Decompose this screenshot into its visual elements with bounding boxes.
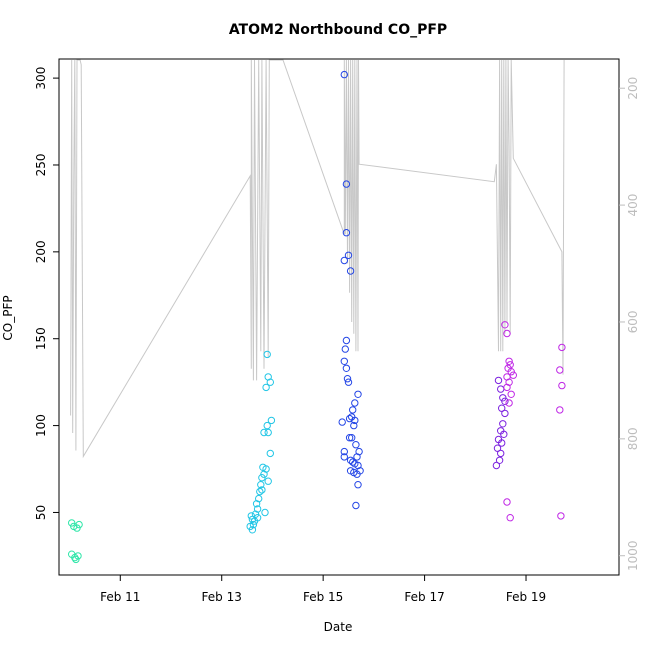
data-point: [248, 526, 257, 534]
data-point: [354, 390, 362, 398]
data-point: [261, 508, 269, 517]
data-point: [346, 267, 355, 275]
y2-tick-label: 800: [626, 427, 640, 450]
data-point: [262, 383, 270, 392]
data-point: [266, 378, 274, 386]
data-point: [348, 434, 356, 442]
data-point: [492, 461, 501, 470]
data-point: [350, 421, 358, 430]
data-point: [494, 376, 503, 385]
data-point: [349, 458, 357, 466]
data-point: [497, 385, 505, 393]
data-point: [352, 441, 360, 449]
data-point: [340, 453, 348, 461]
data-point: [501, 409, 509, 418]
data-point: [345, 434, 354, 442]
data-point: [501, 397, 509, 405]
y2-tick-label: 1000: [626, 540, 640, 571]
y-tick-label: 300: [34, 67, 48, 90]
x-tick-label: Feb 19: [506, 590, 546, 604]
data-point: [342, 364, 351, 372]
chart-title: ATOM2 Northbound CO_PFP: [229, 22, 447, 38]
data-point: [256, 487, 264, 496]
data-point: [340, 256, 348, 265]
data-point: [499, 420, 507, 428]
data-point: [267, 416, 276, 425]
data-point: [353, 453, 361, 461]
data-point: [503, 383, 511, 392]
data-point: [260, 428, 268, 437]
data-point: [558, 343, 566, 352]
data-point: [506, 514, 514, 522]
data-point: [259, 463, 267, 471]
data-point: [345, 414, 354, 423]
data-point: [342, 336, 351, 345]
data-point: [498, 439, 506, 447]
data-point: [352, 501, 360, 510]
data-point: [263, 421, 271, 430]
y2-tick-label: 400: [626, 194, 640, 217]
y2-tick-label: 200: [626, 77, 640, 100]
data-point: [257, 481, 265, 489]
data-point: [556, 406, 564, 414]
data-point: [557, 512, 565, 520]
data-point: [264, 428, 272, 437]
plot-frame: [58, 58, 620, 576]
data-point: [353, 470, 361, 478]
data-point: [558, 381, 566, 390]
y-axis-label: CO_PFP: [1, 295, 15, 340]
altitude-line: [70, 59, 565, 459]
data-point: [341, 345, 349, 353]
data-point: [351, 416, 359, 425]
data-point: [354, 481, 362, 489]
y-tick-label: 250: [34, 154, 48, 177]
data-point: [349, 406, 357, 414]
data-point: [340, 447, 348, 456]
data-point: [495, 456, 504, 464]
data-point: [343, 375, 352, 383]
y-tick-label: 150: [34, 327, 48, 350]
data-point: [264, 477, 272, 485]
y2-tick-label: 600: [626, 311, 640, 334]
data-point: [266, 449, 274, 458]
x-tick-label: Feb 15: [303, 590, 343, 604]
data-point: [500, 430, 508, 438]
data-point: [338, 418, 346, 426]
data-point: [253, 505, 262, 513]
data-point: [503, 329, 511, 338]
data-point: [253, 514, 262, 522]
data-point: [340, 357, 348, 365]
y-tick-label: 50: [34, 505, 48, 520]
data-point: [72, 555, 80, 564]
data-point: [255, 494, 263, 503]
x-tick-label: Feb 17: [404, 590, 444, 604]
data-point: [344, 378, 353, 386]
data-point: [501, 321, 509, 329]
data-point: [503, 498, 511, 506]
data-point: [342, 180, 351, 188]
data-point: [344, 251, 353, 260]
data-point: [509, 371, 517, 379]
data-point: [263, 350, 271, 359]
data-point: [497, 449, 505, 458]
data-point: [340, 70, 348, 79]
x-axis-label: Date: [324, 620, 353, 634]
data-point: [498, 404, 506, 412]
data-point: [342, 229, 351, 237]
data-point: [493, 444, 502, 452]
y-tick-label: 200: [34, 240, 48, 263]
data-point: [507, 390, 515, 398]
plot-area: Feb 11 Feb 13 Feb 15 Feb 17 Feb 19 50 100 150 20…: [34, 58, 640, 604]
data-point: [505, 399, 513, 407]
x-tick-label: Feb 11: [100, 590, 140, 604]
y-tick-label: 100: [34, 414, 48, 437]
data-point: [351, 399, 359, 407]
x-tick-label: Feb 13: [202, 590, 242, 604]
data-point: [258, 486, 266, 494]
data-point: [556, 366, 564, 374]
data-point: [75, 520, 83, 529]
data-point: [505, 357, 513, 365]
